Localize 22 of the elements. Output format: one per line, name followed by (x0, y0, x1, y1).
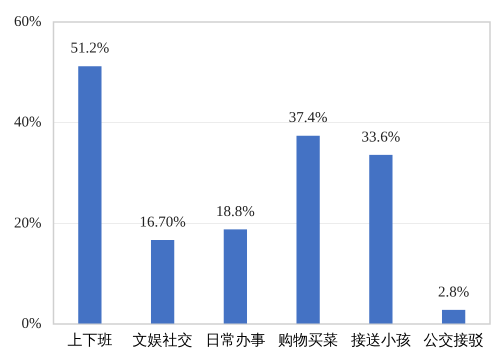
y-tick-label: 60% (14, 14, 42, 30)
x-tick-label: 购物买菜 (278, 330, 338, 349)
bar (78, 66, 102, 324)
data-label: 2.8% (438, 284, 470, 300)
data-label: 16.70% (139, 214, 186, 230)
y-tick-label: 40% (14, 114, 42, 131)
data-label: 37.4% (288, 110, 328, 126)
bar (442, 310, 466, 324)
x-tick-label: 上下班 (67, 330, 112, 349)
data-label: 18.8% (216, 204, 255, 220)
data-label: 51.2% (70, 40, 110, 57)
bar (296, 136, 320, 324)
data-label: 33.6% (362, 129, 400, 146)
x-tick-label: 日常办事 (205, 330, 266, 349)
y-tick-label: 0% (21, 316, 42, 332)
x-tick-label: 公交接驳 (424, 330, 484, 349)
bar (369, 154, 393, 324)
x-tick-label: 接送小孩 (350, 330, 411, 349)
x-tick-label: 文娱社交 (132, 330, 193, 349)
bar (150, 240, 174, 324)
y-tick-label: 20% (14, 215, 42, 232)
bar (224, 229, 248, 324)
